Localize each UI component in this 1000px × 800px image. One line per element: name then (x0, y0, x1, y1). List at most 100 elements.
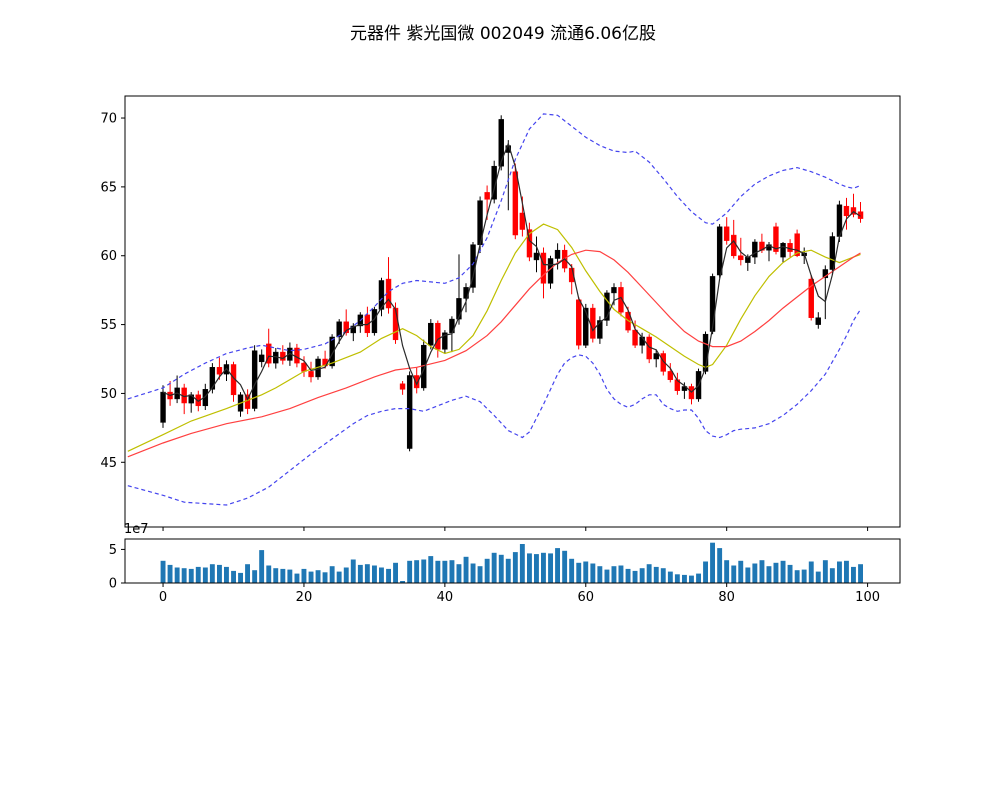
candle-up (456, 298, 462, 320)
volume-bar (689, 575, 694, 583)
candle-down (512, 171, 519, 236)
price-y-tick-label: 55 (100, 318, 117, 333)
volume-bar (209, 564, 215, 583)
volume-bar (379, 567, 384, 583)
volume-bar (660, 568, 666, 583)
plot-area: 45 50 55 60 65 70 0 20 40 60 80 100 0 5 1e7 (100, 95, 901, 605)
candle-down (723, 226, 730, 241)
volume-bar (245, 564, 250, 583)
volume-x-tick-label: 40 (437, 590, 454, 605)
volume-bar (527, 553, 532, 583)
volume-bar (576, 562, 582, 583)
volume-bar (407, 560, 413, 583)
candle-up (653, 353, 659, 360)
volume-x-tick-label: 100 (855, 590, 880, 605)
volume-series (160, 542, 863, 583)
candle-up (350, 325, 356, 334)
volume-bar (428, 556, 434, 583)
price-y-tick-label: 65 (100, 180, 117, 195)
candle-down (266, 343, 272, 364)
volume-bar (780, 560, 786, 583)
volume-bar (682, 574, 687, 583)
volume-bar (294, 573, 300, 583)
candle-up (533, 252, 540, 261)
volume-bar (717, 548, 723, 583)
volume-bar (590, 563, 596, 583)
candle-up (815, 317, 821, 325)
candle-down (660, 353, 666, 372)
volume-bar (350, 559, 356, 583)
volume-bar (174, 567, 180, 583)
candle-down (301, 362, 307, 372)
volume-bar (491, 552, 497, 583)
volume-bar (653, 566, 659, 583)
volume-bar (625, 568, 631, 583)
candle-up (378, 280, 385, 310)
price-y-tick-label: 45 (100, 456, 117, 471)
candle-down (808, 278, 814, 318)
candle-up (258, 354, 265, 363)
volume-bar (583, 561, 589, 583)
volume-bar (470, 563, 476, 583)
volume-bar (844, 560, 849, 583)
candle-down (343, 321, 349, 334)
candle-up (329, 336, 335, 367)
volume-bar (555, 548, 560, 583)
volume-y-tick-label: 0 (109, 577, 117, 592)
candle-down (843, 205, 850, 217)
volume-bar (421, 559, 427, 583)
price-panel-border (124, 95, 901, 528)
candlestick-series (160, 115, 864, 452)
candle-up (406, 375, 413, 449)
volume-bar (442, 560, 448, 583)
volume-bar (266, 565, 272, 583)
candle-up (604, 292, 610, 321)
volume-bar (364, 564, 370, 583)
volume-bar (851, 566, 856, 583)
volume-bar (449, 560, 455, 583)
volume-bar (632, 570, 638, 583)
volume-bar (252, 570, 258, 583)
volume-x-tick-label: 60 (577, 590, 594, 605)
candle-down (392, 307, 399, 341)
volume-bar (280, 568, 286, 583)
volume-bar (308, 571, 314, 583)
volume-bar (456, 564, 462, 583)
volume-x-tick-label: 20 (296, 590, 313, 605)
volume-bar (188, 568, 194, 583)
volume-bar (696, 573, 701, 583)
volume-bar (195, 566, 201, 583)
volume-bar (829, 568, 835, 583)
volume-bar (801, 569, 807, 583)
candle-down (590, 307, 596, 339)
volume-bar (639, 568, 645, 583)
volume-bar (484, 558, 490, 583)
ma-slow-line (127, 249, 861, 458)
volume-bar (477, 566, 483, 583)
volume-bar (224, 566, 229, 583)
ma-mid-line (127, 223, 861, 452)
volume-bar (822, 560, 828, 583)
volume-bar (505, 558, 511, 583)
candle-down (280, 351, 286, 361)
candle-down (667, 371, 674, 380)
candle-down (576, 299, 582, 346)
volume-bar (372, 565, 377, 583)
volume-x-tick-label: 0 (159, 590, 167, 605)
candle-up (716, 226, 723, 276)
candle-up (611, 287, 617, 294)
volume-bar (512, 552, 518, 583)
candle-up (597, 320, 603, 339)
volume-bar (534, 554, 539, 583)
volume-bar (386, 568, 391, 583)
volume-x-tick-label: 80 (718, 590, 735, 605)
candle-down (773, 226, 779, 252)
volume-bar (463, 556, 469, 583)
volume-bar (273, 568, 279, 583)
candle-up (583, 307, 589, 346)
volume-bar (343, 567, 349, 583)
candle-down (632, 329, 638, 346)
candle-up (336, 321, 342, 338)
volume-panel-border (124, 538, 901, 584)
volume-bar (858, 564, 863, 583)
